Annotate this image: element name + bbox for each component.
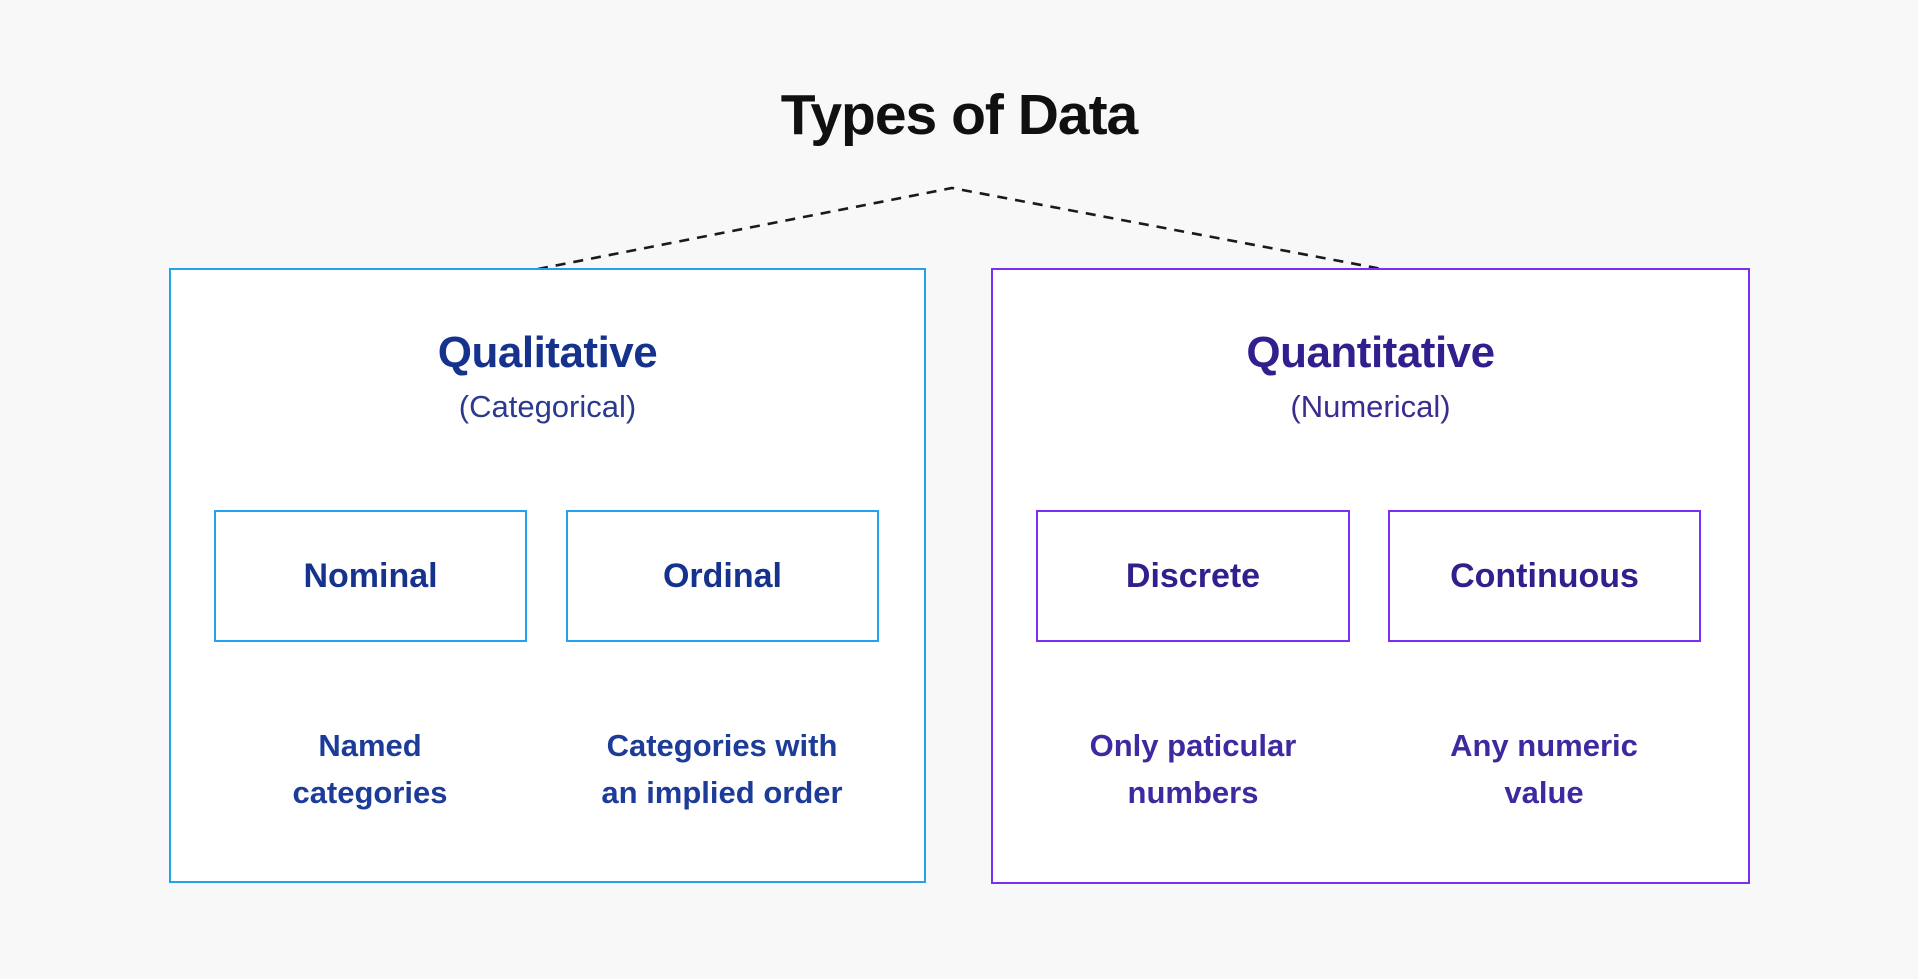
node-discrete-label: Discrete [1125,556,1261,595]
desc-discrete-line1: Only paticular [1089,728,1297,763]
desc-discrete: Only paticular numbers [983,722,1403,816]
quantitative-title: Quantitative [1246,328,1495,377]
qualitative-title: Qualitative [437,328,658,377]
desc-nominal: Named categories [160,722,580,816]
root-dashed-connector [537,186,1383,271]
desc-continuous-line2: value [1504,775,1584,810]
desc-continuous: Any numeric value [1334,722,1754,816]
node-continuous: Continuous [1388,510,1701,642]
node-nominal-label: Nominal [303,556,438,595]
desc-discrete-line2: numbers [1127,775,1259,810]
desc-continuous-line1: Any numeric [1450,728,1638,763]
qualitative-subtitle: (Categorical) [458,389,637,424]
diagram-title: Types of Data [780,83,1139,147]
node-ordinal-label: Ordinal [662,556,783,595]
desc-ordinal-line1: Categories with [606,728,838,763]
node-discrete: Discrete [1036,510,1350,642]
desc-nominal-line1: Named [318,728,422,763]
desc-ordinal: Categories with an implied order [512,722,932,816]
node-nominal: Nominal [214,510,527,642]
quantitative-subtitle: (Numerical) [1290,389,1451,424]
node-continuous-label: Continuous [1450,556,1639,595]
desc-nominal-line2: categories [292,775,448,810]
panel-quantitative: Quantitative (Numerical) [991,268,1750,884]
desc-ordinal-line2: an implied order [601,775,843,810]
node-ordinal: Ordinal [566,510,879,642]
